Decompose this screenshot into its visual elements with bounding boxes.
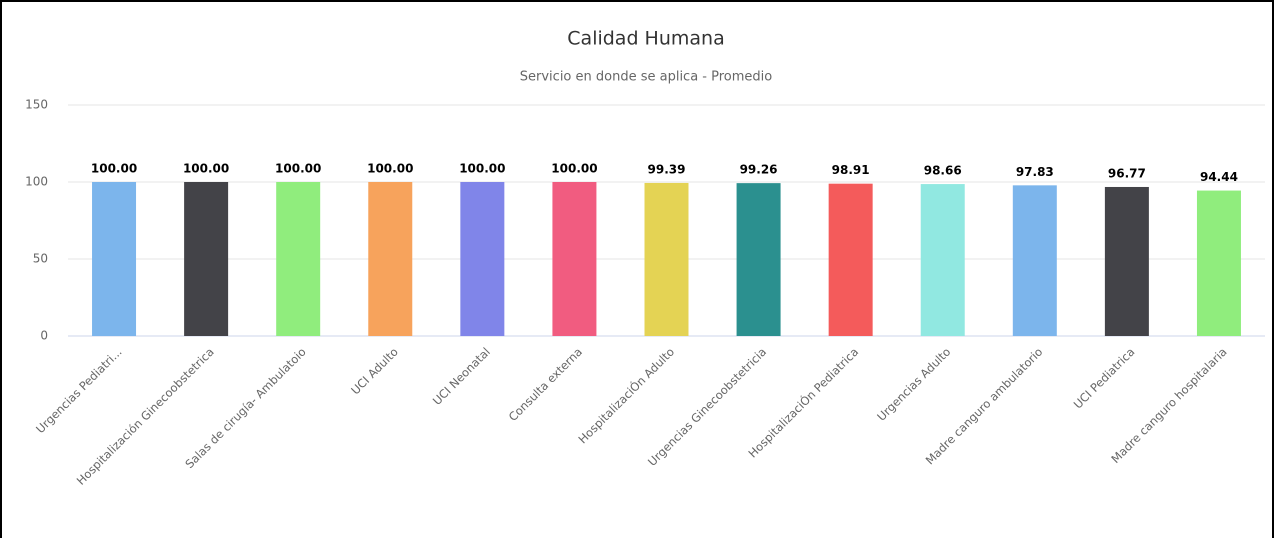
- data-label: 100.00: [459, 162, 505, 176]
- bar: [736, 183, 781, 336]
- bar: [1104, 186, 1149, 336]
- data-label: 100.00: [183, 162, 229, 176]
- x-tick-label: UCI Adulto: [348, 345, 401, 398]
- bar: [552, 182, 597, 336]
- bar: [1196, 190, 1241, 336]
- x-tick-label: Urgencias Adulto: [874, 345, 953, 424]
- y-tick-label: 50: [33, 252, 48, 266]
- data-label: 94.44: [1200, 170, 1238, 184]
- bar: [920, 184, 965, 336]
- x-tick-label: Consulta externa: [506, 345, 585, 424]
- data-label: 97.83: [1016, 165, 1054, 179]
- data-label: 100.00: [275, 162, 321, 176]
- bar: [184, 182, 229, 336]
- bar: [1012, 185, 1057, 336]
- data-label: 96.77: [1108, 166, 1146, 180]
- data-label: 100.00: [367, 162, 413, 176]
- data-label: 99.26: [740, 163, 778, 177]
- y-tick-label: 0: [40, 329, 48, 343]
- x-tick-label: UCI Neonatal: [430, 345, 493, 408]
- y-tick-label: 100: [25, 175, 48, 189]
- data-label: 98.66: [924, 164, 962, 178]
- data-label: 100.00: [91, 162, 137, 176]
- bar: [368, 182, 413, 336]
- data-label: 99.39: [648, 162, 686, 176]
- bar: [460, 182, 505, 336]
- data-label: 98.91: [832, 163, 870, 177]
- bar: [92, 182, 137, 336]
- chart-subtitle: Servicio en donde se aplica - Promedio: [520, 70, 773, 85]
- x-tick-label: UCI Pediatrica: [1071, 345, 1138, 412]
- bar: [644, 182, 689, 336]
- x-tick-label: Urgencias Pediatri...: [33, 345, 124, 436]
- x-tick-label: HospitalizaciÓn Adulto: [575, 344, 677, 446]
- chart-title: Calidad Humana: [567, 28, 724, 50]
- bar: [828, 183, 873, 336]
- y-tick-label: 150: [25, 98, 48, 112]
- data-label: 100.00: [551, 162, 597, 176]
- bar: [276, 182, 321, 336]
